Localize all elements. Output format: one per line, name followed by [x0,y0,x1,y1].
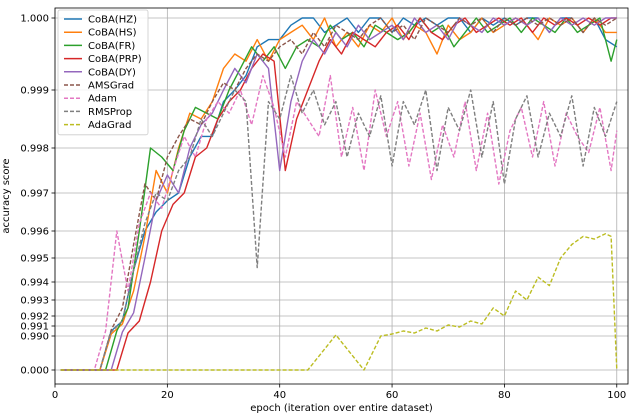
series-line-rmsprop [60,74,618,371]
series-line-coba-prp [60,17,617,371]
series-lines [60,17,618,371]
legend-label: CoBA(HS) [88,28,137,39]
legend-label: AdaGrad [88,120,131,131]
series-line-adam [60,74,618,371]
x-axis-label: epoch (iteration over entire dataset) [250,403,433,414]
legend-label: CoBA(DY) [88,67,136,78]
y-tick-label: 0.997 [20,189,49,200]
y-tick-label: 0.994 [20,278,49,289]
y-tick-label: 0.998 [20,144,49,155]
legend-label: Adam [88,94,117,105]
y-tick-label: 0.000 [20,366,49,377]
y-tick-label: 0.990 [20,332,49,343]
legend: CoBA(HZ) CoBA(HS) CoBA(FR) CoBA(PRP) CoBA(DY… [57,9,149,136]
legend-label: RMSProp [88,107,132,118]
y-tick-label: 0.992 [20,312,49,323]
x-tick-label: 60 [386,390,399,401]
series-line-amsgrad [60,17,618,371]
x-axis-ticks: 0 20 40 60 80 100 [52,384,626,401]
legend-label: AMSGrad [88,81,134,92]
y-axis-label: accuracy score [1,158,12,233]
y-tick-label: 0.991 [20,322,49,333]
y-tick-label: 1.000 [20,14,49,25]
x-tick-label: 100 [607,390,626,401]
legend-box [57,9,149,136]
x-tick-label: 20 [161,390,174,401]
legend-label: CoBA(FR) [88,41,135,52]
y-tick-label: 0.996 [20,227,49,238]
legend-label: CoBA(PRP) [88,54,142,65]
y-tick-label: 0.995 [20,254,49,265]
y-tick-label: 0.993 [20,296,49,307]
series-line-adagrad [60,233,618,371]
plot-frame [54,7,629,385]
y-tick-label: 0.999 [20,86,49,97]
legend-label: CoBA(HZ) [88,15,137,26]
x-tick-label: 80 [498,390,511,401]
x-tick-label: 40 [273,390,286,401]
x-tick-label: 0 [52,390,58,401]
